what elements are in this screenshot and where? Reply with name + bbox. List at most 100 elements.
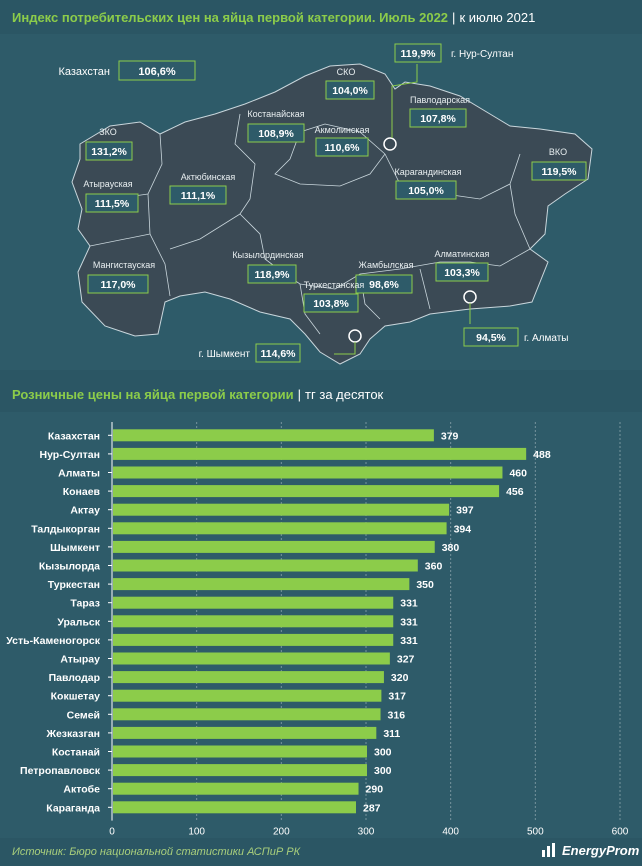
category-label: Кызылорда xyxy=(39,561,100,573)
region-value: 98,6% xyxy=(369,279,399,291)
x-tick-label: 100 xyxy=(188,827,205,838)
chart-title: Розничные цены на яйца первой категории |… xyxy=(12,387,383,402)
region-value-box xyxy=(395,180,457,200)
region-value: 104,0% xyxy=(332,85,368,97)
region-label: Кызылординская xyxy=(232,250,303,260)
country-value-box xyxy=(118,60,196,81)
region-label: ВКО xyxy=(549,147,567,157)
logo-text: EnergyProm xyxy=(562,842,640,858)
x-tick-label: 300 xyxy=(358,827,375,838)
logo: EnergyProm xyxy=(540,841,639,859)
bar-value-label: 394 xyxy=(454,523,472,535)
bar xyxy=(113,429,434,442)
bar-value-label: 300 xyxy=(374,765,392,777)
bar xyxy=(113,708,381,721)
region-value-box xyxy=(85,193,139,213)
chart-subtitle: тг за десяток xyxy=(305,387,384,402)
category-label: Жезказган xyxy=(45,728,100,740)
map-title-text: Индекс потребительских цен на яйца перво… xyxy=(12,10,449,25)
category-label: Казахстан xyxy=(48,430,100,442)
city-label: г. Шымкент xyxy=(199,349,251,360)
category-label: Кокшетау xyxy=(51,691,101,703)
bar xyxy=(113,726,377,739)
region-value: 119,5% xyxy=(541,166,577,178)
region-value-box xyxy=(435,262,489,282)
bar-value-label: 290 xyxy=(366,784,384,796)
chart-panel: 0 100 200 300 400 500 600 Казахстан 379 Нур-Султа… xyxy=(0,412,642,838)
x-tick-label: 200 xyxy=(273,827,290,838)
region-value: 117,0% xyxy=(100,279,136,291)
country-value: 106,6% xyxy=(138,66,176,78)
region-value: 111,1% xyxy=(181,190,216,202)
bar xyxy=(113,782,359,795)
category-label: Туркестан xyxy=(48,579,100,591)
kazakhstan-map: ЗКО 131,2% Атырауская 111,5% Мангистауская 11… xyxy=(58,43,593,365)
category-label: Костанай xyxy=(52,747,100,759)
map-labels: ЗКО 131,2% Атырауская 111,5% Мангистауская 11… xyxy=(58,43,587,363)
bar-value-label: 327 xyxy=(397,654,415,666)
x-tick-label: 400 xyxy=(442,827,459,838)
title-separator: | xyxy=(452,10,456,25)
city-value-box xyxy=(255,343,301,363)
bar-value-label: 379 xyxy=(441,430,459,442)
bar-value-label: 317 xyxy=(388,691,406,703)
category-label: Талдыкорган xyxy=(31,523,100,535)
category-label: Актау xyxy=(70,505,100,517)
bar xyxy=(113,466,503,479)
region-value-box xyxy=(303,293,359,313)
region-value: 111,5% xyxy=(95,198,130,210)
bar xyxy=(113,578,410,591)
bar xyxy=(113,596,394,609)
bar xyxy=(113,633,394,646)
region-value-box xyxy=(315,137,369,157)
region-label: Атырауская xyxy=(83,179,132,189)
x-tick-label: 0 xyxy=(109,827,115,838)
region-value-box xyxy=(355,274,413,294)
bar xyxy=(113,689,382,702)
bar xyxy=(113,615,394,628)
bar-value-label: 311 xyxy=(383,728,400,740)
leader-lines xyxy=(334,64,471,355)
region-value: 103,8% xyxy=(313,298,349,310)
bar xyxy=(113,745,367,758)
bar-value-label: 331 xyxy=(400,616,418,628)
region-label: Павлодарская xyxy=(410,95,470,105)
x-tick-label: 600 xyxy=(612,827,629,838)
category-label: Петропавловск xyxy=(20,765,101,777)
bar-value-label: 331 xyxy=(400,635,418,647)
bar-value-label: 316 xyxy=(388,709,406,721)
category-label: Нур-Султан xyxy=(40,449,100,461)
category-label: Атырау xyxy=(60,654,100,666)
map-subtitle: к июлю 2021 xyxy=(459,10,536,25)
region-value-box xyxy=(247,264,297,284)
city-value: 94,5% xyxy=(476,332,506,344)
region-value-box xyxy=(247,123,305,143)
bar-value-label: 287 xyxy=(363,802,381,814)
bar-value-label: 300 xyxy=(374,747,392,759)
x-tick-label: 500 xyxy=(527,827,544,838)
category-label: Караганда xyxy=(46,802,100,814)
category-label: Актобе xyxy=(63,784,100,796)
region-value: 131,2% xyxy=(91,146,127,158)
region-label: Актюбинская xyxy=(181,172,236,182)
region-value-box xyxy=(325,80,375,100)
bar-value-label: 397 xyxy=(456,505,474,517)
bar xyxy=(113,559,418,572)
region-value: 118,9% xyxy=(254,269,290,281)
energyprom-logo-icon xyxy=(542,843,555,857)
city-label: г. Алматы xyxy=(524,333,568,344)
region-value: 108,9% xyxy=(258,128,294,140)
bar xyxy=(113,447,527,460)
city-marker-nur-sultan xyxy=(383,137,397,151)
bar-value-label: 320 xyxy=(391,672,409,684)
source-note: Источник: Бюро национальной статистики А… xyxy=(12,846,301,858)
map-title: Индекс потребительских цен на яйца перво… xyxy=(12,10,535,25)
map-panel: ЗКО 131,2% Атырауская 111,5% Мангистауская 11… xyxy=(0,34,642,370)
bar-value-label: 331 xyxy=(400,598,418,610)
region-label: СКО xyxy=(337,67,356,77)
category-label: Алматы xyxy=(58,468,100,480)
city-value-box xyxy=(394,43,442,63)
bar xyxy=(113,801,356,814)
bar-value-label: 456 xyxy=(506,486,524,498)
region-value-box xyxy=(85,141,133,161)
